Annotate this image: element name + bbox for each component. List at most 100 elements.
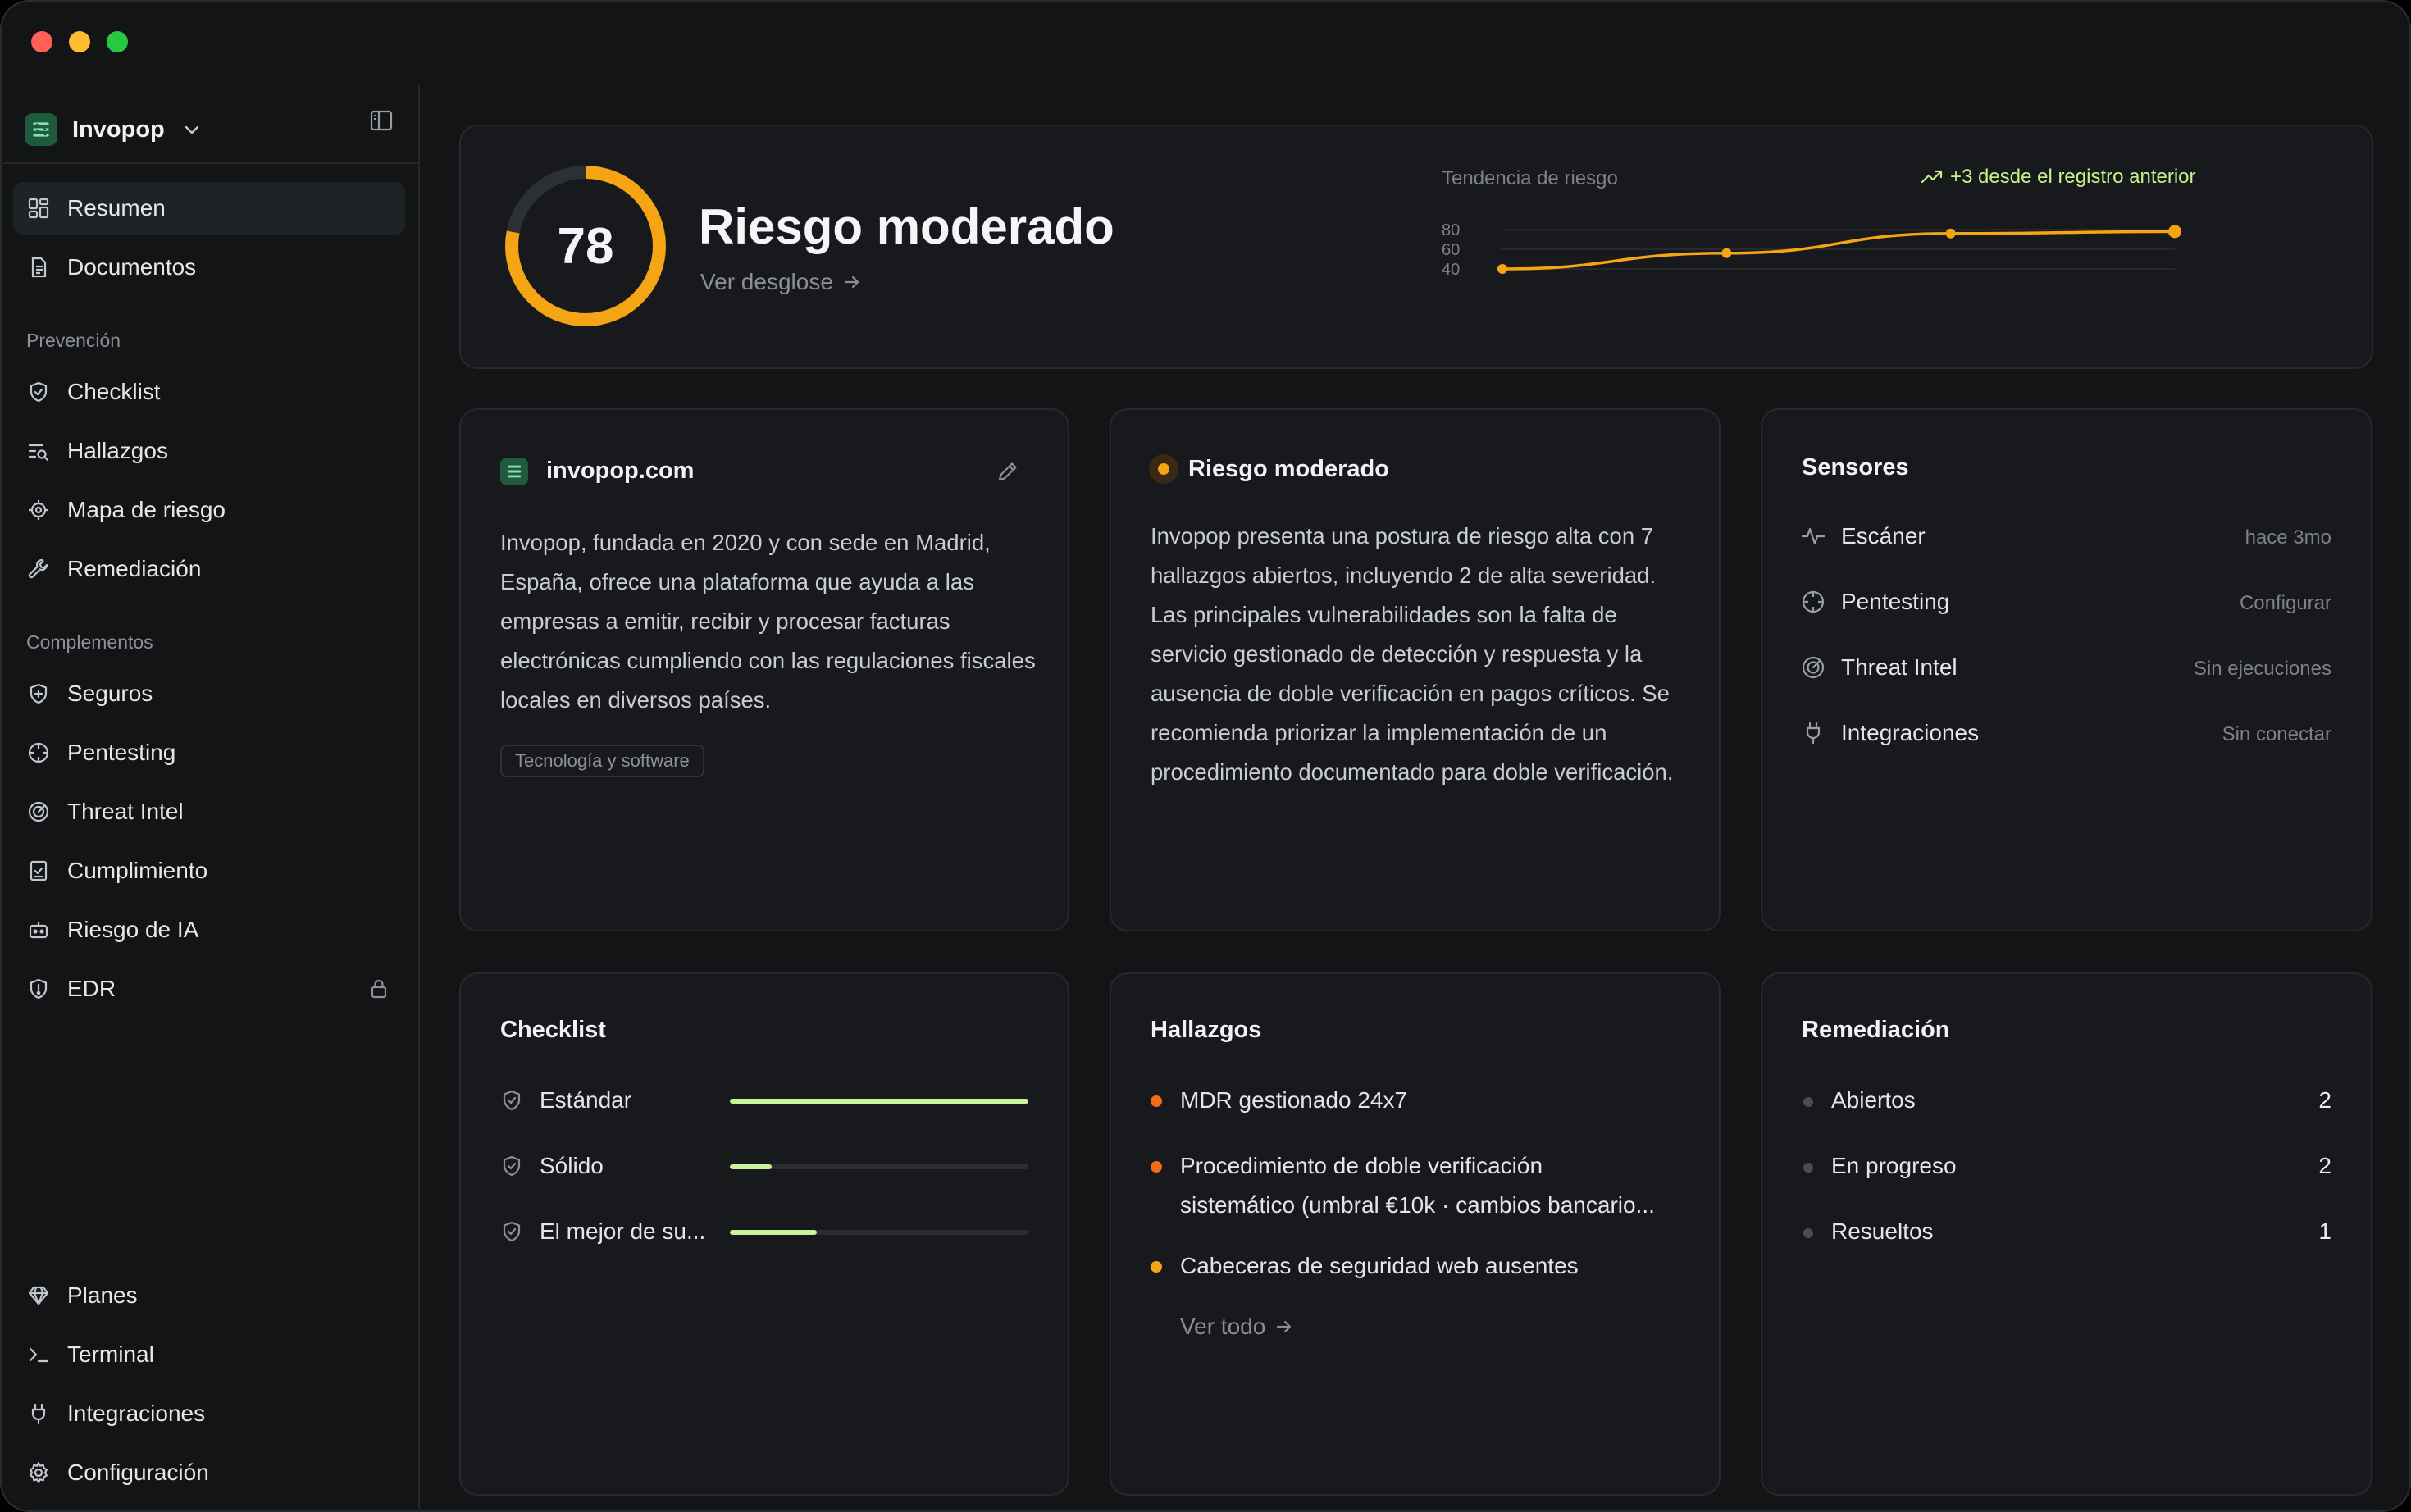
- remediation-count: 1: [2318, 1218, 2331, 1244]
- sensor-label: Escáner: [1841, 523, 1926, 549]
- finding-title-continued: sistemático (umbral €10k · cambios banca…: [1180, 1192, 1655, 1218]
- minimize-window-button[interactable]: [69, 31, 90, 52]
- trend-y-tick: 80: [1442, 221, 1460, 239]
- risk-summary-card: Riesgo moderado Invopop presenta una pos…: [1110, 408, 1721, 931]
- checklist-title: Checklist: [500, 1017, 606, 1043]
- sidebar-item-remediacion[interactable]: Remediación: [13, 543, 405, 595]
- workspace-switcher[interactable]: Invopop: [25, 105, 203, 154]
- sensor-status: hace 3mo: [2245, 526, 2331, 549]
- sidebar-item-pentesting[interactable]: Pentesting: [13, 726, 405, 779]
- sidebar: Invopop Resumen Documentos Prevención Ch…: [0, 85, 420, 1512]
- risk-score-card: 78 Riesgo moderado Ver desglose Tendenci…: [459, 125, 2373, 369]
- shield-check-icon: [499, 1087, 525, 1114]
- radar-icon: [1800, 654, 1826, 681]
- sidebar-item-label: Threat Intel: [67, 799, 184, 824]
- trend-delta: +3 desde el registro anterior: [1921, 166, 2196, 189]
- sidebar-item-cumplimiento[interactable]: Cumplimiento: [13, 845, 405, 897]
- sidebar-item-planes[interactable]: Planes: [13, 1269, 405, 1322]
- sensor-label: Threat Intel: [1841, 654, 1958, 680]
- status-dot: [1803, 1163, 1813, 1173]
- trend-delta-text: +3 desde el registro anterior: [1950, 166, 2196, 188]
- sidebar-item-label: Pentesting: [67, 740, 176, 765]
- chevron-down-icon: [185, 125, 198, 134]
- remediation-card: Remediación Abiertos 2 En progreso 2 Res…: [1761, 972, 2372, 1496]
- shield-plus-icon: [26, 681, 51, 706]
- sidebar-item-label: Hallazgos: [67, 438, 168, 463]
- sidebar-item-checklist[interactable]: Checklist: [13, 366, 405, 418]
- industry-tag: Tecnología y software: [500, 745, 704, 777]
- trend-point: [1945, 228, 1956, 239]
- invopop-logo-icon: [25, 113, 57, 146]
- risk-score-value: 78: [557, 217, 614, 275]
- sidebar-item-resumen[interactable]: Resumen: [13, 182, 405, 235]
- remediation-label: En progreso: [1831, 1153, 1957, 1178]
- sidebar-item-terminal[interactable]: Terminal: [13, 1328, 405, 1381]
- sidebar-item-label: Riesgo de IA: [67, 917, 199, 942]
- trend-label: Tendencia de riesgo: [1442, 167, 1618, 189]
- sidebar-item-label: Mapa de riesgo: [67, 497, 226, 522]
- sidebar-item-edr[interactable]: EDR: [13, 963, 405, 1015]
- diamond-icon: [26, 1283, 51, 1308]
- sensor-status[interactable]: Configurar: [2239, 592, 2331, 614]
- radar-icon: [26, 799, 51, 824]
- plug-icon: [1800, 720, 1826, 746]
- trend-point: [1721, 248, 1732, 258]
- sidebar-item-label: Remediación: [67, 556, 202, 581]
- sensor-status: Sin ejecuciones: [2193, 658, 2331, 680]
- checklist-progress-track: [730, 1230, 1028, 1235]
- trend-line: [1502, 230, 2176, 271]
- checklist-label: Estándar: [540, 1087, 632, 1113]
- company-logo-icon: [500, 458, 528, 485]
- sidebar-item-hallazgos[interactable]: Hallazgos: [13, 425, 405, 477]
- trend-point: [1497, 264, 1507, 274]
- checklist-progress-fill: [730, 1164, 772, 1169]
- remediation-label: Resueltos: [1831, 1218, 1934, 1244]
- sidebar-item-documentos[interactable]: Documentos: [13, 241, 405, 294]
- close-window-button[interactable]: [31, 31, 52, 52]
- status-dot: [1803, 1097, 1813, 1107]
- sidebar-toggle-icon[interactable]: [369, 108, 394, 133]
- terminal-icon: [26, 1342, 51, 1367]
- risk-summary-title: Riesgo moderado: [1188, 456, 1389, 482]
- trend-y-tick: 40: [1442, 261, 1460, 279]
- findings-title: Hallazgos: [1151, 1017, 1262, 1043]
- sidebar-item-label: Terminal: [67, 1341, 154, 1367]
- target-icon: [26, 498, 51, 522]
- trend-point: [2168, 225, 2181, 239]
- sidebar-item-threat-intel[interactable]: Threat Intel: [13, 786, 405, 838]
- sidebar-item-label: Checklist: [67, 379, 161, 404]
- company-domain: invopop.com: [546, 458, 695, 484]
- title-bar: [0, 0, 2411, 85]
- gear-icon: [26, 1460, 51, 1485]
- list-search-icon: [26, 439, 51, 463]
- sidebar-item-mapa-de-riesgo[interactable]: Mapa de riesgo: [13, 484, 405, 536]
- severity-dot: [1151, 1095, 1162, 1107]
- shield-alert-icon: [26, 977, 51, 1001]
- remediation-title: Remediación: [1802, 1017, 1950, 1043]
- sidebar-item-seguros[interactable]: Seguros: [13, 667, 405, 720]
- view-breakdown-label: Ver desglose: [700, 269, 833, 294]
- sidebar-item-configuracion[interactable]: Configuración: [13, 1446, 405, 1499]
- edit-pencil-icon[interactable]: [996, 459, 1020, 484]
- arrow-right-icon: [1277, 1320, 1292, 1333]
- sensors-card: Sensores Escáner hace 3mo Pentesting Con…: [1761, 408, 2372, 931]
- sidebar-item-integraciones[interactable]: Integraciones: [13, 1387, 405, 1440]
- view-all-findings-link[interactable]: Ver todo: [1180, 1314, 1295, 1340]
- section-label-prevencion: Prevención: [26, 330, 121, 351]
- sidebar-item-label: Seguros: [67, 681, 153, 706]
- zoom-window-button[interactable]: [107, 31, 128, 52]
- sidebar-item-riesgo-de-ia[interactable]: Riesgo de IA: [13, 904, 405, 956]
- view-all-label: Ver todo: [1180, 1314, 1266, 1339]
- sidebar-item-label: Documentos: [67, 254, 197, 280]
- checklist-progress-fill: [730, 1099, 1028, 1104]
- wrench-icon: [26, 557, 51, 581]
- view-breakdown-link[interactable]: Ver desglose: [700, 269, 863, 295]
- finding-title: MDR gestionado 24x7: [1180, 1087, 1408, 1113]
- checklist-label: El mejor de su...: [540, 1218, 706, 1244]
- company-description: Invopop, fundada en 2020 y con sede en M…: [500, 530, 1036, 713]
- severity-dot: [1151, 1261, 1162, 1273]
- sidebar-divider: [0, 162, 418, 164]
- checklist-card: Checklist Estándar Sólido El mejor de su…: [459, 972, 1069, 1496]
- robot-icon: [26, 918, 51, 942]
